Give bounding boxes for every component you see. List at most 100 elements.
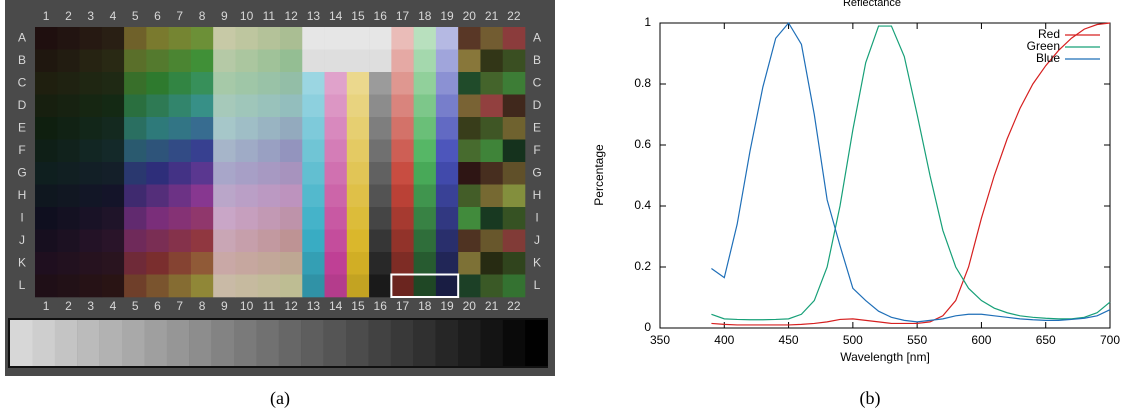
color-patch <box>435 117 459 140</box>
row-label: I <box>535 210 538 224</box>
color-patch <box>190 139 214 163</box>
color-patch <box>146 94 169 118</box>
color-patch <box>235 274 259 298</box>
color-patch <box>502 162 526 185</box>
row-label: B <box>18 53 26 67</box>
color-patch <box>302 49 325 73</box>
column-label: 7 <box>176 9 183 23</box>
color-patch <box>413 139 437 163</box>
column-label: 19 <box>440 299 454 313</box>
color-patch <box>190 94 214 118</box>
gray-step <box>54 320 78 366</box>
column-label: 4 <box>110 299 117 313</box>
color-patch <box>391 117 414 140</box>
gray-step <box>189 320 212 366</box>
color-patch <box>213 139 236 163</box>
y-tick-label: 0.2 <box>634 259 651 273</box>
row-label: L <box>19 278 26 292</box>
color-patch <box>413 229 437 253</box>
column-label: 18 <box>418 9 432 23</box>
row-label: L <box>534 278 541 292</box>
color-patch <box>257 27 281 50</box>
color-patch <box>391 27 414 50</box>
column-label: 12 <box>284 299 298 313</box>
row-label: C <box>533 75 542 89</box>
color-patch <box>124 72 147 95</box>
color-patch <box>79 117 103 140</box>
gray-step <box>234 320 257 366</box>
x-tick-label: 650 <box>1036 333 1056 347</box>
plot-frame <box>659 22 1111 329</box>
color-patch <box>280 139 303 163</box>
column-label: 16 <box>374 299 388 313</box>
color-patch <box>435 94 459 118</box>
gray-step <box>256 320 279 366</box>
color-patch <box>502 117 526 140</box>
color-patch <box>146 117 169 140</box>
color-patch <box>168 184 192 208</box>
color-patch <box>346 117 370 140</box>
gray-step <box>390 320 414 366</box>
color-patch <box>146 49 169 73</box>
color-patch <box>435 274 459 298</box>
color-patch <box>124 207 147 230</box>
y-tick-label: 0.4 <box>634 198 651 212</box>
column-label: 11 <box>263 9 276 23</box>
color-patch <box>190 252 214 275</box>
gray-step <box>32 320 55 366</box>
color-patch <box>280 162 303 185</box>
color-patch <box>124 49 147 73</box>
color-patch <box>280 27 303 50</box>
color-patch <box>413 184 437 208</box>
color-patch <box>346 49 370 73</box>
row-label: G <box>532 165 541 179</box>
y-axis-label: Percentage <box>592 144 606 206</box>
color-patch <box>502 139 526 163</box>
color-patch <box>391 139 414 163</box>
color-patch <box>168 94 192 118</box>
color-patch <box>190 72 214 95</box>
color-patch <box>190 229 214 253</box>
color-patch <box>346 94 370 118</box>
color-patch <box>235 49 259 73</box>
color-patch <box>369 72 392 95</box>
color-patch <box>79 72 103 95</box>
color-patch <box>168 72 192 95</box>
color-patch <box>324 94 348 118</box>
chart-title: Reflectance <box>843 0 901 9</box>
x-tick-label: 550 <box>907 333 927 347</box>
color-patch <box>435 162 459 185</box>
color-patch <box>502 72 526 95</box>
color-patch <box>369 229 392 253</box>
column-label: 13 <box>307 299 321 313</box>
color-patch <box>502 274 526 298</box>
color-patch <box>213 207 236 230</box>
row-label: J <box>19 233 25 247</box>
color-patch <box>458 139 481 163</box>
color-patch <box>480 229 504 253</box>
gray-step <box>122 320 145 366</box>
color-patch <box>257 274 281 298</box>
y-tick-label: 0.6 <box>634 137 651 151</box>
color-patch <box>391 207 414 230</box>
color-patch <box>280 274 303 298</box>
color-patch <box>302 139 325 163</box>
color-patch <box>458 72 481 95</box>
x-tick-label: 700 <box>1100 333 1120 347</box>
color-patch <box>391 72 414 95</box>
color-patch <box>302 252 325 275</box>
color-patch <box>235 252 259 275</box>
color-patch <box>146 72 169 95</box>
color-patch <box>458 207 481 230</box>
color-patch <box>257 207 281 230</box>
color-patch <box>124 162 147 185</box>
color-patch <box>213 117 236 140</box>
color-patch <box>480 207 504 230</box>
color-patch <box>435 139 459 163</box>
color-patch <box>57 274 80 298</box>
color-patch <box>302 162 325 185</box>
y-tick-label: 0 <box>644 320 651 334</box>
color-patch <box>124 117 147 140</box>
